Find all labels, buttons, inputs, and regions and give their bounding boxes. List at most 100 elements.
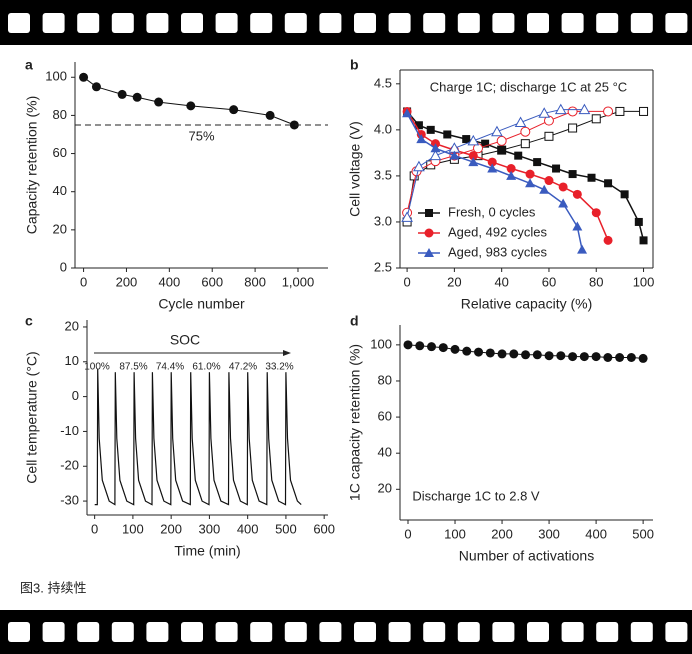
marker xyxy=(450,344,460,354)
marker xyxy=(229,105,239,115)
marker xyxy=(438,343,448,353)
discharge-line xyxy=(406,110,645,241)
x-tick-label: 500 xyxy=(632,526,654,541)
charge-line xyxy=(406,110,609,213)
film-hole xyxy=(319,622,342,642)
film-hole xyxy=(215,622,238,642)
y-axis-label: Cell temperature (°C) xyxy=(24,351,40,483)
marker xyxy=(620,190,629,199)
marker xyxy=(556,351,566,361)
marker xyxy=(426,125,435,134)
marker xyxy=(462,346,472,356)
y-axis-label: 1C capacity retention (%) xyxy=(347,344,363,501)
y-axis-label: Capacity retention (%) xyxy=(24,96,40,235)
marker xyxy=(487,163,498,173)
y-tick-label: 0 xyxy=(60,259,67,274)
marker xyxy=(462,135,471,144)
marker xyxy=(521,350,531,360)
marker xyxy=(603,235,613,245)
marker xyxy=(468,157,479,167)
film-hole xyxy=(492,13,515,33)
x-tick-label: 100 xyxy=(444,526,466,541)
x-tick-label: 800 xyxy=(244,274,266,289)
soc-value: 61.0% xyxy=(192,362,220,373)
x-axis-label: Cycle number xyxy=(158,296,245,312)
marker xyxy=(568,170,577,179)
marker xyxy=(468,151,478,161)
marker xyxy=(544,176,554,186)
film-hole xyxy=(388,622,411,642)
marker xyxy=(532,350,542,360)
x-tick-label: 300 xyxy=(538,526,560,541)
film-hole xyxy=(423,622,446,642)
x-tick-label: 0 xyxy=(80,274,87,289)
film-hole xyxy=(146,622,169,642)
marker xyxy=(402,108,413,118)
marker xyxy=(558,198,569,208)
panel-letter: a xyxy=(25,57,33,73)
marker xyxy=(415,341,425,351)
x-tick-label: 600 xyxy=(201,274,223,289)
x-axis-label: Relative capacity (%) xyxy=(461,296,593,312)
film-hole xyxy=(8,622,30,642)
legend-marker xyxy=(425,209,433,217)
panel-letter: d xyxy=(350,313,359,329)
marker xyxy=(481,139,490,148)
marker xyxy=(579,352,589,362)
marker xyxy=(591,208,601,218)
y-tick-label: 20 xyxy=(378,481,392,496)
x-tick-label: 200 xyxy=(116,274,138,289)
y-tick-label: 40 xyxy=(53,183,67,198)
x-tick-label: 0 xyxy=(91,521,98,536)
marker xyxy=(491,125,503,137)
film-hole xyxy=(596,13,619,33)
marker xyxy=(520,126,531,137)
marker xyxy=(509,349,519,359)
y-tick-label: 80 xyxy=(378,372,392,387)
film-hole xyxy=(111,622,134,642)
x-tick-label: 20 xyxy=(447,274,461,289)
marker xyxy=(497,349,507,359)
film-hole xyxy=(596,622,619,642)
y-tick-label: 10 xyxy=(65,353,79,368)
y-tick-label: 3.0 xyxy=(374,213,392,228)
legend-label: Fresh, 0 cycles xyxy=(448,204,536,219)
y-axis-label: Cell voltage (V) xyxy=(347,121,363,217)
marker xyxy=(265,110,275,120)
y-tick-label: 3.5 xyxy=(374,167,392,182)
soc-value: 47.2% xyxy=(229,362,257,373)
annotation: Discharge 1C to 2.8 V xyxy=(412,488,540,503)
caption: 图3. 持续性 xyxy=(20,580,86,595)
film-hole xyxy=(665,622,688,642)
marker xyxy=(132,92,142,102)
soc-value: 74.4% xyxy=(156,362,184,373)
film-hole xyxy=(630,622,653,642)
film-hole xyxy=(42,622,65,642)
x-tick-label: 80 xyxy=(589,274,603,289)
x-tick-label: 0 xyxy=(403,274,410,289)
y-tick-label: 20 xyxy=(53,221,67,236)
marker xyxy=(430,143,441,153)
marker xyxy=(117,89,127,99)
marker xyxy=(544,131,554,141)
marker xyxy=(538,107,551,118)
marker xyxy=(639,106,649,116)
y-tick-label: 4.5 xyxy=(374,75,392,90)
marker xyxy=(603,106,614,117)
film-hole xyxy=(284,13,307,33)
film-hole xyxy=(181,622,203,642)
film-hole xyxy=(215,13,238,33)
y-tick-label: 60 xyxy=(378,409,392,424)
film-hole xyxy=(354,622,376,642)
marker xyxy=(539,184,550,194)
marker xyxy=(591,352,601,362)
marker xyxy=(572,189,582,199)
film-hole xyxy=(250,622,273,642)
marker xyxy=(487,157,497,167)
y-tick-label: 80 xyxy=(53,107,67,122)
marker xyxy=(514,151,523,160)
marker xyxy=(506,164,516,174)
marker xyxy=(577,244,588,254)
